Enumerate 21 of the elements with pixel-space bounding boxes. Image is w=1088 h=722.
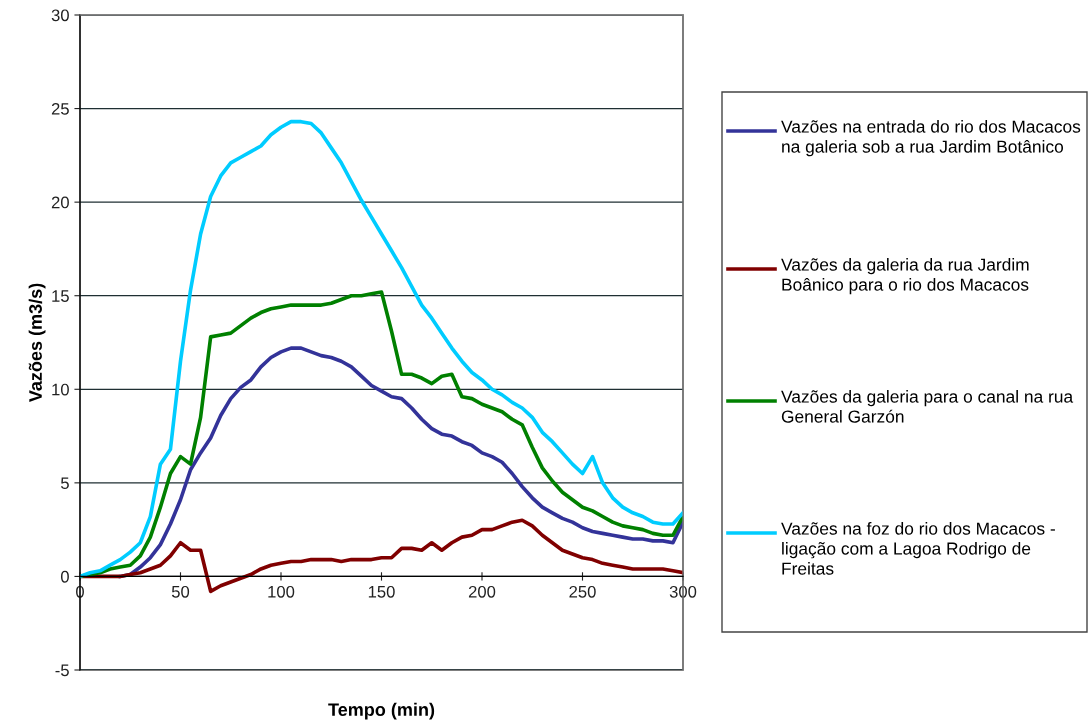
line-series (80, 119, 683, 579)
legend-label: Vazões na foz do rio dos Macacos - ligação com a Lagoa Rodrigo de Freitas (781, 522, 1055, 575)
x-tick-label: 100 (268, 585, 295, 598)
y-tick-label: 0 (60, 570, 69, 583)
legend-label: Vazões da galeria da rua Jardim Boânico para o rio dos Macacos (781, 258, 1029, 295)
x-tick-label: 50 (171, 585, 190, 598)
y-tick-label: 10 (52, 383, 69, 396)
x-tick-label: 150 (368, 585, 395, 598)
y-tick-label: 25 (51, 102, 69, 115)
x-tick-label: 250 (569, 585, 596, 598)
y-tick-label: -5 (55, 664, 69, 677)
y-tick-label: 15 (52, 290, 69, 302)
y-tick-label: 30 (51, 9, 69, 22)
y-tick-label: 20 (51, 196, 69, 209)
legend-label: Vazões na entrada do rio dos Macacos na galeria sob a rua Jardim Botânico (781, 120, 1081, 157)
x-tick-label: 200 (468, 585, 496, 598)
legend-label: Vazões da galeria para o canal na rua General Garzón (781, 390, 1074, 423)
x-axis-title: Tempo (min) (328, 702, 435, 720)
y-axis-title: Vazões (m3/s) (28, 283, 46, 403)
line-series (80, 290, 683, 579)
y-tick-label: 5 (60, 477, 69, 490)
